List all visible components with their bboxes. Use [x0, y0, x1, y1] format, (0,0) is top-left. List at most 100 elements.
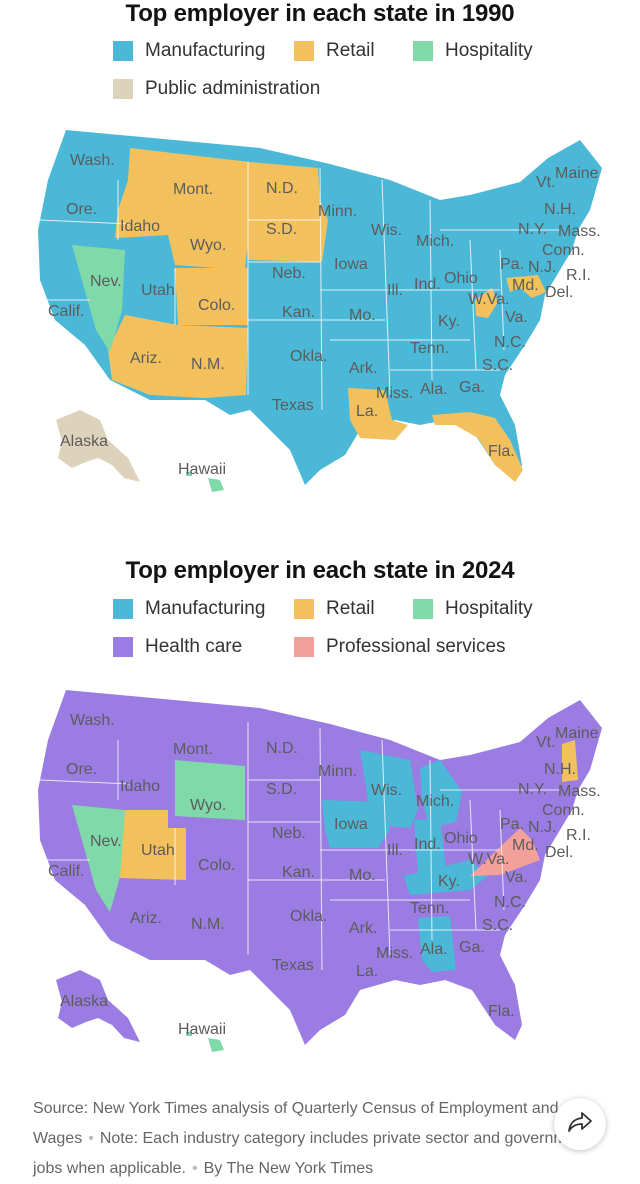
state-label: Nev. [90, 273, 122, 290]
state-label: Ala. [420, 941, 448, 958]
state-label: S.D. [266, 221, 297, 238]
legend-item-manufacturing: Manufacturing [113, 598, 265, 620]
state-label: Mich. [416, 793, 454, 810]
state-label: Mont. [173, 181, 213, 198]
state-label: Tenn. [410, 900, 449, 917]
state-label: Wis. [371, 782, 402, 799]
state-label: Tenn. [410, 340, 449, 357]
state-label: Mass. [558, 223, 601, 240]
state-label: W.Va. [468, 291, 510, 308]
state-label: Ind. [414, 836, 441, 853]
state-label: Conn. [542, 802, 585, 819]
state-label: Hawaii [178, 1021, 226, 1038]
state-label: Kan. [282, 864, 315, 881]
state-label: Ark. [349, 920, 377, 937]
state-label: Idaho [120, 218, 160, 235]
state-alaska [56, 970, 140, 1042]
legend-swatch [413, 41, 433, 61]
state-label: Neb. [272, 825, 306, 842]
legend-label: Retail [326, 598, 375, 619]
state-label: Fla. [488, 1003, 515, 1020]
state-label: R.I. [566, 267, 591, 284]
legend-item-retail: Retail [294, 40, 375, 62]
map-1990-title: Top employer in each state in 1990 [125, 0, 515, 27]
state-hawaii [208, 1038, 224, 1052]
legend-swatch [294, 599, 314, 619]
state-label: N.Y. [518, 221, 547, 238]
hawaii-islet [186, 472, 192, 476]
legend-label: Professional services [326, 636, 506, 657]
legend-item-retail: Retail [294, 598, 375, 620]
state-label: Ga. [459, 939, 485, 956]
share-arrow-icon [567, 1111, 593, 1138]
state-label: Neb. [272, 265, 306, 282]
legend-swatch [113, 637, 133, 657]
state-label: Texas [272, 397, 314, 414]
legend-swatch [294, 41, 314, 61]
state-label: Iowa [334, 256, 368, 273]
state-label: Miss. [376, 385, 413, 402]
state-label: Wis. [371, 222, 402, 239]
legend-label: Health care [145, 636, 243, 657]
legend-swatch [113, 79, 133, 99]
state-label: Idaho [120, 778, 160, 795]
state-label: Wash. [70, 712, 115, 729]
state-label: Calif. [48, 303, 84, 320]
state-label: N.J. [528, 259, 556, 276]
state-label: Mo. [349, 867, 376, 884]
legend-item-professional-services: Professional services [294, 636, 506, 658]
state-label: Ohio [444, 270, 478, 287]
legend-label: Hospitality [445, 40, 533, 61]
state-label: Del. [545, 284, 573, 301]
legend-label: Manufacturing [145, 40, 266, 61]
state-label: Ore. [66, 201, 97, 218]
state-label: Colo. [198, 857, 235, 874]
state-label: Ill. [387, 282, 403, 299]
state-label: Pa. [500, 256, 524, 273]
legend-item-public-administration: Public administration [113, 78, 320, 100]
state-label: Pa. [500, 816, 524, 833]
state-label: N.M. [191, 916, 225, 933]
legend-swatch [294, 637, 314, 657]
state-label: Ariz. [130, 910, 162, 927]
state-label: Utah [141, 282, 175, 299]
state-label: N.D. [266, 180, 298, 197]
state-label: Md. [512, 277, 539, 294]
state-label: Colo. [198, 297, 235, 314]
legend-item-manufacturing: Manufacturing [113, 40, 265, 62]
state-label: Vt. [536, 734, 556, 751]
state-label: N.H. [544, 761, 576, 778]
legend-item-hospitality: Hospitality [413, 598, 533, 620]
state-label: La. [356, 963, 378, 980]
state-ind [414, 820, 446, 874]
state-label: Conn. [542, 242, 585, 259]
state-label: Ohio [444, 830, 478, 847]
state-label: Okla. [290, 908, 327, 925]
byline: By The New York Times [203, 1160, 374, 1177]
state-label: Mo. [349, 307, 376, 324]
state-label: Wyo. [190, 237, 226, 254]
state-label: N.D. [266, 740, 298, 757]
state-label: S.D. [266, 781, 297, 798]
state-border-lines [39, 722, 560, 971]
legend-label: Retail [326, 40, 375, 61]
us-map-1990: Wash. Ore. Calif. Nev. Idaho Mont. Wyo. Utah Col… [0, 120, 640, 510]
state-label: N.Y. [518, 781, 547, 798]
share-button[interactable] [554, 1098, 606, 1150]
state-hawaii [208, 478, 224, 492]
state-label: Mich. [416, 233, 454, 250]
state-ky [404, 860, 488, 895]
state-label: Ala. [420, 381, 448, 398]
state-label: Maine [555, 165, 599, 182]
state-label: Ark. [349, 360, 377, 377]
state-la [348, 388, 408, 440]
state-label: Va. [505, 309, 528, 326]
state-label: Fla. [488, 443, 515, 460]
state-label: Ariz. [130, 350, 162, 367]
state-va [470, 828, 540, 876]
source-text: Source: New York Times analysis of Quart… [33, 1100, 559, 1147]
state-label: R.I. [566, 827, 591, 844]
state-label: Nev. [90, 833, 122, 850]
state-label: Iowa [334, 816, 368, 833]
state-label: Calif. [48, 863, 84, 880]
